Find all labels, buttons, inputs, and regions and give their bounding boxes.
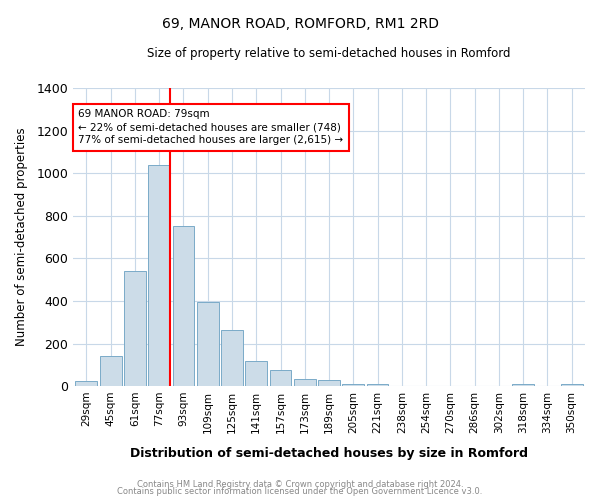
Bar [76,381,97,386]
Bar [294,378,316,386]
Bar [124,271,146,386]
Bar [561,384,583,386]
Bar [269,370,292,386]
Bar [343,384,364,386]
Text: Contains public sector information licensed under the Open Government Licence v3: Contains public sector information licen… [118,487,482,496]
Bar [367,384,388,386]
Bar [148,164,170,386]
X-axis label: Distribution of semi-detached houses by size in Romford: Distribution of semi-detached houses by … [130,447,528,460]
Bar [173,226,194,386]
Title: Size of property relative to semi-detached houses in Romford: Size of property relative to semi-detach… [147,48,511,60]
Bar [100,356,122,386]
Text: Contains HM Land Registry data © Crown copyright and database right 2024.: Contains HM Land Registry data © Crown c… [137,480,463,489]
Bar [245,360,267,386]
Text: 69 MANOR ROAD: 79sqm
← 22% of semi-detached houses are smaller (748)
77% of semi: 69 MANOR ROAD: 79sqm ← 22% of semi-detac… [78,109,343,146]
Y-axis label: Number of semi-detached properties: Number of semi-detached properties [15,128,28,346]
Bar [197,302,218,386]
Bar [221,330,243,386]
Bar [318,380,340,386]
Bar [512,384,534,386]
Text: 69, MANOR ROAD, ROMFORD, RM1 2RD: 69, MANOR ROAD, ROMFORD, RM1 2RD [161,18,439,32]
